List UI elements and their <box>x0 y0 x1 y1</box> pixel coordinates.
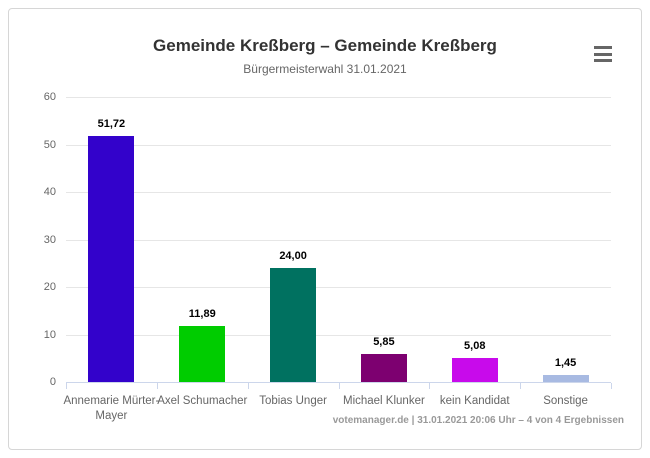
y-axis-tick-label: 30 <box>43 233 56 246</box>
hamburger-bar <box>594 46 612 49</box>
y-gridline <box>66 287 611 288</box>
x-axis-tick <box>611 383 612 389</box>
y-axis-tick-label: 60 <box>43 91 56 103</box>
hamburger-bar <box>594 52 612 56</box>
bar-value-label: 11,89 <box>188 307 216 320</box>
x-axis-line <box>66 382 611 383</box>
bar-value-label: 5,08 <box>464 339 486 352</box>
y-gridline <box>66 334 611 336</box>
x-axis-category-label: Sonstige <box>543 395 588 407</box>
y-axis-tick-label: 40 <box>43 186 56 198</box>
x-axis-tick <box>338 383 340 389</box>
bar[interactable] <box>451 357 498 382</box>
chart-title: Gemeinde Kreßberg – Gemeinde Kreßberg <box>153 36 497 55</box>
y-axis-tick-label: 20 <box>43 281 56 293</box>
y-gridline <box>66 97 611 98</box>
x-axis-category-label: Annemarie Mürter-Mayer <box>63 395 160 422</box>
x-axis-category-label: kein Kandidat <box>439 395 510 407</box>
plot-area: 0 10 20 30 40 50 60 51,72 Annemarie Mürter-Mayer… <box>9 9 641 449</box>
x-axis-tick <box>66 383 67 389</box>
bar[interactable] <box>270 268 317 382</box>
chart-subtitle: Bürgermeisterwahl 31.01.2021 <box>243 62 407 76</box>
x-axis-tick <box>247 383 249 389</box>
x-axis-tick <box>520 383 522 389</box>
bar-value-label: 24,00 <box>279 250 307 262</box>
bar[interactable] <box>88 136 135 382</box>
bar[interactable] <box>360 354 407 382</box>
x-axis-category-label: Michael Klunker <box>342 395 425 407</box>
y-gridline <box>66 192 611 193</box>
y-gridline <box>66 144 611 146</box>
y-axis-tick-label: 0 <box>49 376 56 388</box>
x-axis-category-label: Axel Schumacher <box>157 395 248 407</box>
bar-value-label: 51,72 <box>97 118 126 131</box>
y-gridline <box>66 239 611 241</box>
x-axis-category-label: Tobias Unger <box>259 395 327 407</box>
chart-card: Gemeinde Kreßberg – Gemeinde Kreßberg Bü… <box>8 8 642 450</box>
y-axis-tick-label: 10 <box>43 328 56 341</box>
bar-value-label: 1,45 <box>554 357 577 370</box>
bar[interactable] <box>542 375 589 382</box>
y-axis-tick-label: 50 <box>43 138 56 151</box>
x-axis-tick <box>156 383 158 389</box>
bar-value-label: 5,85 <box>373 336 395 349</box>
credits-link[interactable]: votemanager.de | 31.01.2021 20:06 Uhr – … <box>332 415 624 426</box>
hamburger-bar <box>594 59 612 62</box>
hamburger-menu-icon[interactable] <box>591 43 615 65</box>
x-axis-tick <box>429 383 431 389</box>
bar[interactable] <box>179 325 226 382</box>
